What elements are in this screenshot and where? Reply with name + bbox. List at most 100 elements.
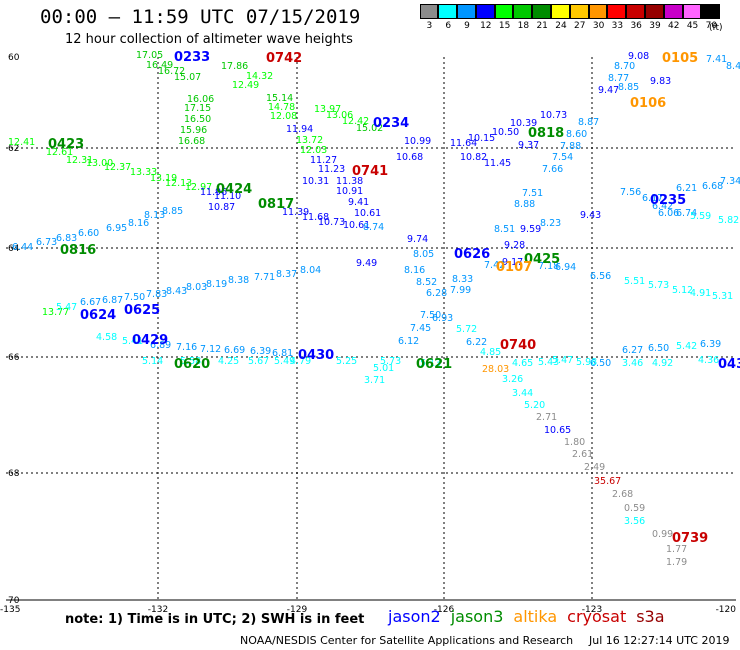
wave-reading: 15.14 xyxy=(266,93,293,104)
wave-reading: 4.85 xyxy=(480,347,501,358)
pass-label: 0424 xyxy=(216,182,252,197)
wave-reading: 6.69 xyxy=(224,345,245,356)
pass-label: 0741 xyxy=(352,164,388,179)
wave-height-color-scale: 3 6 9 12 15 18 21 24 27 30 33 36 39 42 45 70 (ft) xyxy=(419,4,723,33)
wave-reading: 7.34 xyxy=(720,176,740,187)
wave-reading: 5.25 xyxy=(336,356,357,367)
wave-reading: 5.47 xyxy=(56,302,77,313)
color-bin: 70 xyxy=(701,4,721,31)
wave-reading: 17.15 xyxy=(184,103,211,114)
color-bin-label: 30 xyxy=(592,21,605,31)
wave-reading: 6.83 xyxy=(56,233,77,244)
wave-reading: 12.31 xyxy=(66,155,93,166)
wave-reading: 6.81 xyxy=(272,348,293,359)
color-bin: 27 xyxy=(569,4,589,31)
wave-reading: 3.46 xyxy=(622,358,643,369)
wave-reading: 8.74 xyxy=(363,222,384,233)
wave-reading: 7.50 xyxy=(420,310,441,321)
wave-reading: 6.56 xyxy=(590,271,611,282)
pass-label: 0235 xyxy=(650,193,686,208)
wave-reading: 8.38 xyxy=(228,275,249,286)
pass-label: 0625 xyxy=(124,303,160,318)
wave-reading: 9.08 xyxy=(628,51,649,62)
color-bin-swatch xyxy=(532,4,552,19)
wave-reading: 6.27 xyxy=(622,345,643,356)
wave-reading: 8.88 xyxy=(514,199,535,210)
wave-reading: 6.73 xyxy=(36,237,57,248)
wave-reading: 3.44 xyxy=(512,388,533,399)
wave-reading: 9.28 xyxy=(504,240,525,251)
pass-label: 0817 xyxy=(258,197,294,212)
color-bin: 42 xyxy=(663,4,683,31)
wave-reading: 8.52 xyxy=(416,277,437,288)
wave-reading: 12.42 xyxy=(342,116,369,127)
color-bin-label: 24 xyxy=(555,21,567,31)
pass-label: 0430 xyxy=(298,348,334,363)
wave-reading: 5.73 xyxy=(380,356,401,367)
lat-label: 66 xyxy=(8,353,20,363)
wave-reading: 9.47 xyxy=(598,85,619,96)
wave-reading: 12.97 xyxy=(185,182,212,193)
wave-reading: 6.89 xyxy=(150,340,171,351)
wave-reading: 2.71 xyxy=(536,412,557,423)
wave-reading: 6.87 xyxy=(102,295,123,306)
wave-reading: 10.99 xyxy=(404,136,431,147)
color-bin: 15 xyxy=(494,4,514,31)
wave-reading: 7.45 xyxy=(410,323,431,334)
color-bin: 18 xyxy=(513,4,533,31)
wave-reading: 3.71 xyxy=(364,375,385,386)
color-bin-swatch xyxy=(569,4,589,19)
wave-reading: 11.39 xyxy=(282,207,309,218)
color-bin-swatch xyxy=(551,4,570,19)
wave-reading: 7.18 xyxy=(538,261,559,272)
color-bin: 30 xyxy=(588,4,608,31)
wave-reading: 11.45 xyxy=(484,158,511,169)
pass-label: 0626 xyxy=(454,247,490,262)
wave-reading: 6.67 xyxy=(80,297,101,308)
wave-reading: 16.49 xyxy=(146,60,173,71)
wave-reading: 5.98 xyxy=(576,357,597,368)
color-bin-label: 70 xyxy=(705,21,718,31)
pass-label: 0423 xyxy=(48,137,84,152)
wave-reading: 12.49 xyxy=(232,80,259,91)
satellite-legend-altika: altika xyxy=(513,607,558,626)
wave-reading: 11.10 xyxy=(214,191,241,202)
color-bin-swatch xyxy=(663,4,683,19)
wave-reading: 12.41 xyxy=(8,137,35,148)
wave-reading: 13.00 xyxy=(86,158,113,169)
wave-reading: 10.82 xyxy=(460,152,487,163)
wave-reading: 10.61 xyxy=(354,208,381,219)
wave-reading: 8.60 xyxy=(566,129,587,140)
color-bin-label: 15 xyxy=(498,21,511,31)
wave-reading: 6.39 xyxy=(700,339,721,350)
color-bin-swatch xyxy=(645,4,664,19)
color-bin-swatch xyxy=(513,4,533,19)
wave-reading: 9.83 xyxy=(650,76,671,87)
color-bin-swatch xyxy=(701,4,721,19)
wave-reading: 6.95 xyxy=(106,223,127,234)
pass-labels: 0233 0742 0105 0106 0234 0818 0423 0741 0424 0817… xyxy=(48,50,740,546)
wave-reading: 5.82 xyxy=(718,215,739,226)
wave-reading: 7.51 xyxy=(522,188,543,199)
wave-reading: 5.72 xyxy=(456,324,477,335)
color-bin: 3 xyxy=(419,4,439,31)
wave-reading: 5.47 xyxy=(552,355,573,366)
pass-label: 0620 xyxy=(174,357,210,372)
color-bin-label: 21 xyxy=(536,21,548,31)
color-bin-label: 39 xyxy=(649,21,661,31)
pass-label: 043 xyxy=(718,357,740,372)
wave-reading: 8.13 xyxy=(144,210,165,221)
wave-reading: 17.05 xyxy=(136,50,163,61)
color-bin-label: 36 xyxy=(630,21,642,31)
wave-reading: 5.20 xyxy=(524,400,545,411)
wave-reading: 35.67 xyxy=(594,476,621,487)
wave-reading: 6.12 xyxy=(398,336,419,347)
wave-reading: 4.91 xyxy=(690,288,711,299)
color-bin: 21 xyxy=(532,4,552,31)
wave-reading: 5.14 xyxy=(142,356,163,367)
wave-reading: 15.07 xyxy=(174,72,201,83)
lat-label: 70 xyxy=(8,596,20,606)
wave-reading: 9.17 xyxy=(502,257,523,268)
lat-label: 62 xyxy=(8,144,19,154)
